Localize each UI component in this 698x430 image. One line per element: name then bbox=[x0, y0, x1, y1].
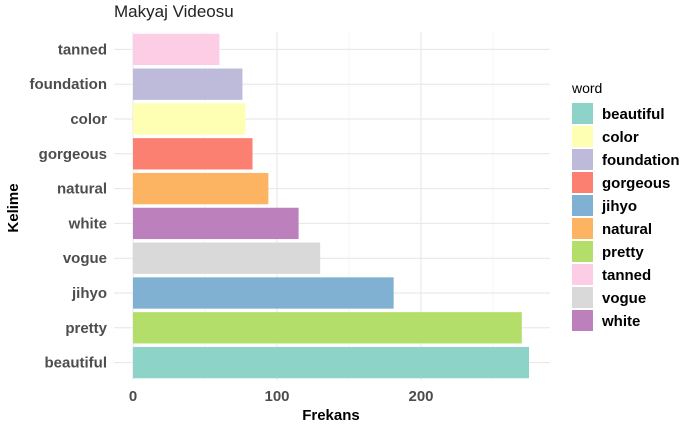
y-axis-title: Kelime bbox=[5, 183, 22, 232]
y-tick-label-tanned: tanned bbox=[58, 41, 107, 58]
y-tick-label-color: color bbox=[70, 111, 107, 128]
bar-jihyo bbox=[133, 277, 394, 309]
legend-label-beautiful: beautiful bbox=[602, 106, 665, 123]
bar-vogue bbox=[133, 242, 321, 274]
y-tick-label-gorgeous: gorgeous bbox=[39, 146, 107, 163]
legend-label-color: color bbox=[602, 129, 639, 146]
y-tick-label-natural: natural bbox=[57, 181, 107, 198]
legend-label-white: white bbox=[601, 313, 640, 330]
bar-beautiful bbox=[133, 346, 529, 379]
x-tick-label: 0 bbox=[129, 388, 137, 405]
bar-natural bbox=[133, 172, 269, 205]
legend: word beautiful color foundation gorgeous jih… bbox=[571, 80, 679, 331]
legend-label-tanned: tanned bbox=[602, 267, 651, 284]
bar-gorgeous bbox=[133, 138, 253, 170]
bar-tanned bbox=[133, 33, 220, 66]
legend-swatch-foundation bbox=[572, 149, 593, 170]
legend-swatch-gorgeous bbox=[572, 172, 593, 193]
bar-foundation bbox=[133, 68, 243, 100]
y-tick-label-jihyo: jihyo bbox=[71, 285, 107, 302]
chart-title: Makyaj Videosu bbox=[114, 2, 234, 21]
x-tick-label: 200 bbox=[408, 388, 433, 405]
legend-swatch-color bbox=[572, 126, 593, 147]
legend-label-natural: natural bbox=[602, 221, 652, 238]
legend-swatch-beautiful bbox=[572, 103, 593, 124]
x-tick-label: 100 bbox=[264, 388, 289, 405]
legend-label-jihyo: jihyo bbox=[601, 198, 637, 215]
legend-swatch-tanned bbox=[572, 264, 593, 285]
bar-color bbox=[133, 103, 246, 135]
legend-label-gorgeous: gorgeous bbox=[602, 175, 670, 192]
y-tick-label-beautiful: beautiful bbox=[45, 355, 108, 372]
bar-white bbox=[133, 207, 299, 240]
bars bbox=[133, 33, 529, 379]
bar-pretty bbox=[133, 312, 522, 344]
x-axis-title: Frekans bbox=[302, 407, 360, 424]
legend-swatch-white bbox=[572, 310, 593, 331]
legend-title: word bbox=[571, 80, 602, 96]
legend-swatch-jihyo bbox=[572, 195, 593, 216]
y-tick-label-vogue: vogue bbox=[63, 250, 107, 267]
legend-label-foundation: foundation bbox=[602, 152, 679, 169]
x-tick-labels: 0 100 200 bbox=[129, 388, 434, 405]
legend-label-pretty: pretty bbox=[602, 244, 644, 261]
legend-swatch-natural bbox=[572, 218, 593, 239]
y-tick-label-pretty: pretty bbox=[65, 320, 107, 337]
y-tick-label-white: white bbox=[68, 215, 107, 232]
legend-label-vogue: vogue bbox=[602, 290, 646, 307]
legend-swatch-vogue bbox=[572, 287, 593, 308]
legend-swatch-pretty bbox=[572, 241, 593, 262]
y-tick-label-foundation: foundation bbox=[30, 76, 107, 93]
y-tick-labels: beautiful pretty jihyo vogue white natural gor… bbox=[30, 41, 108, 371]
